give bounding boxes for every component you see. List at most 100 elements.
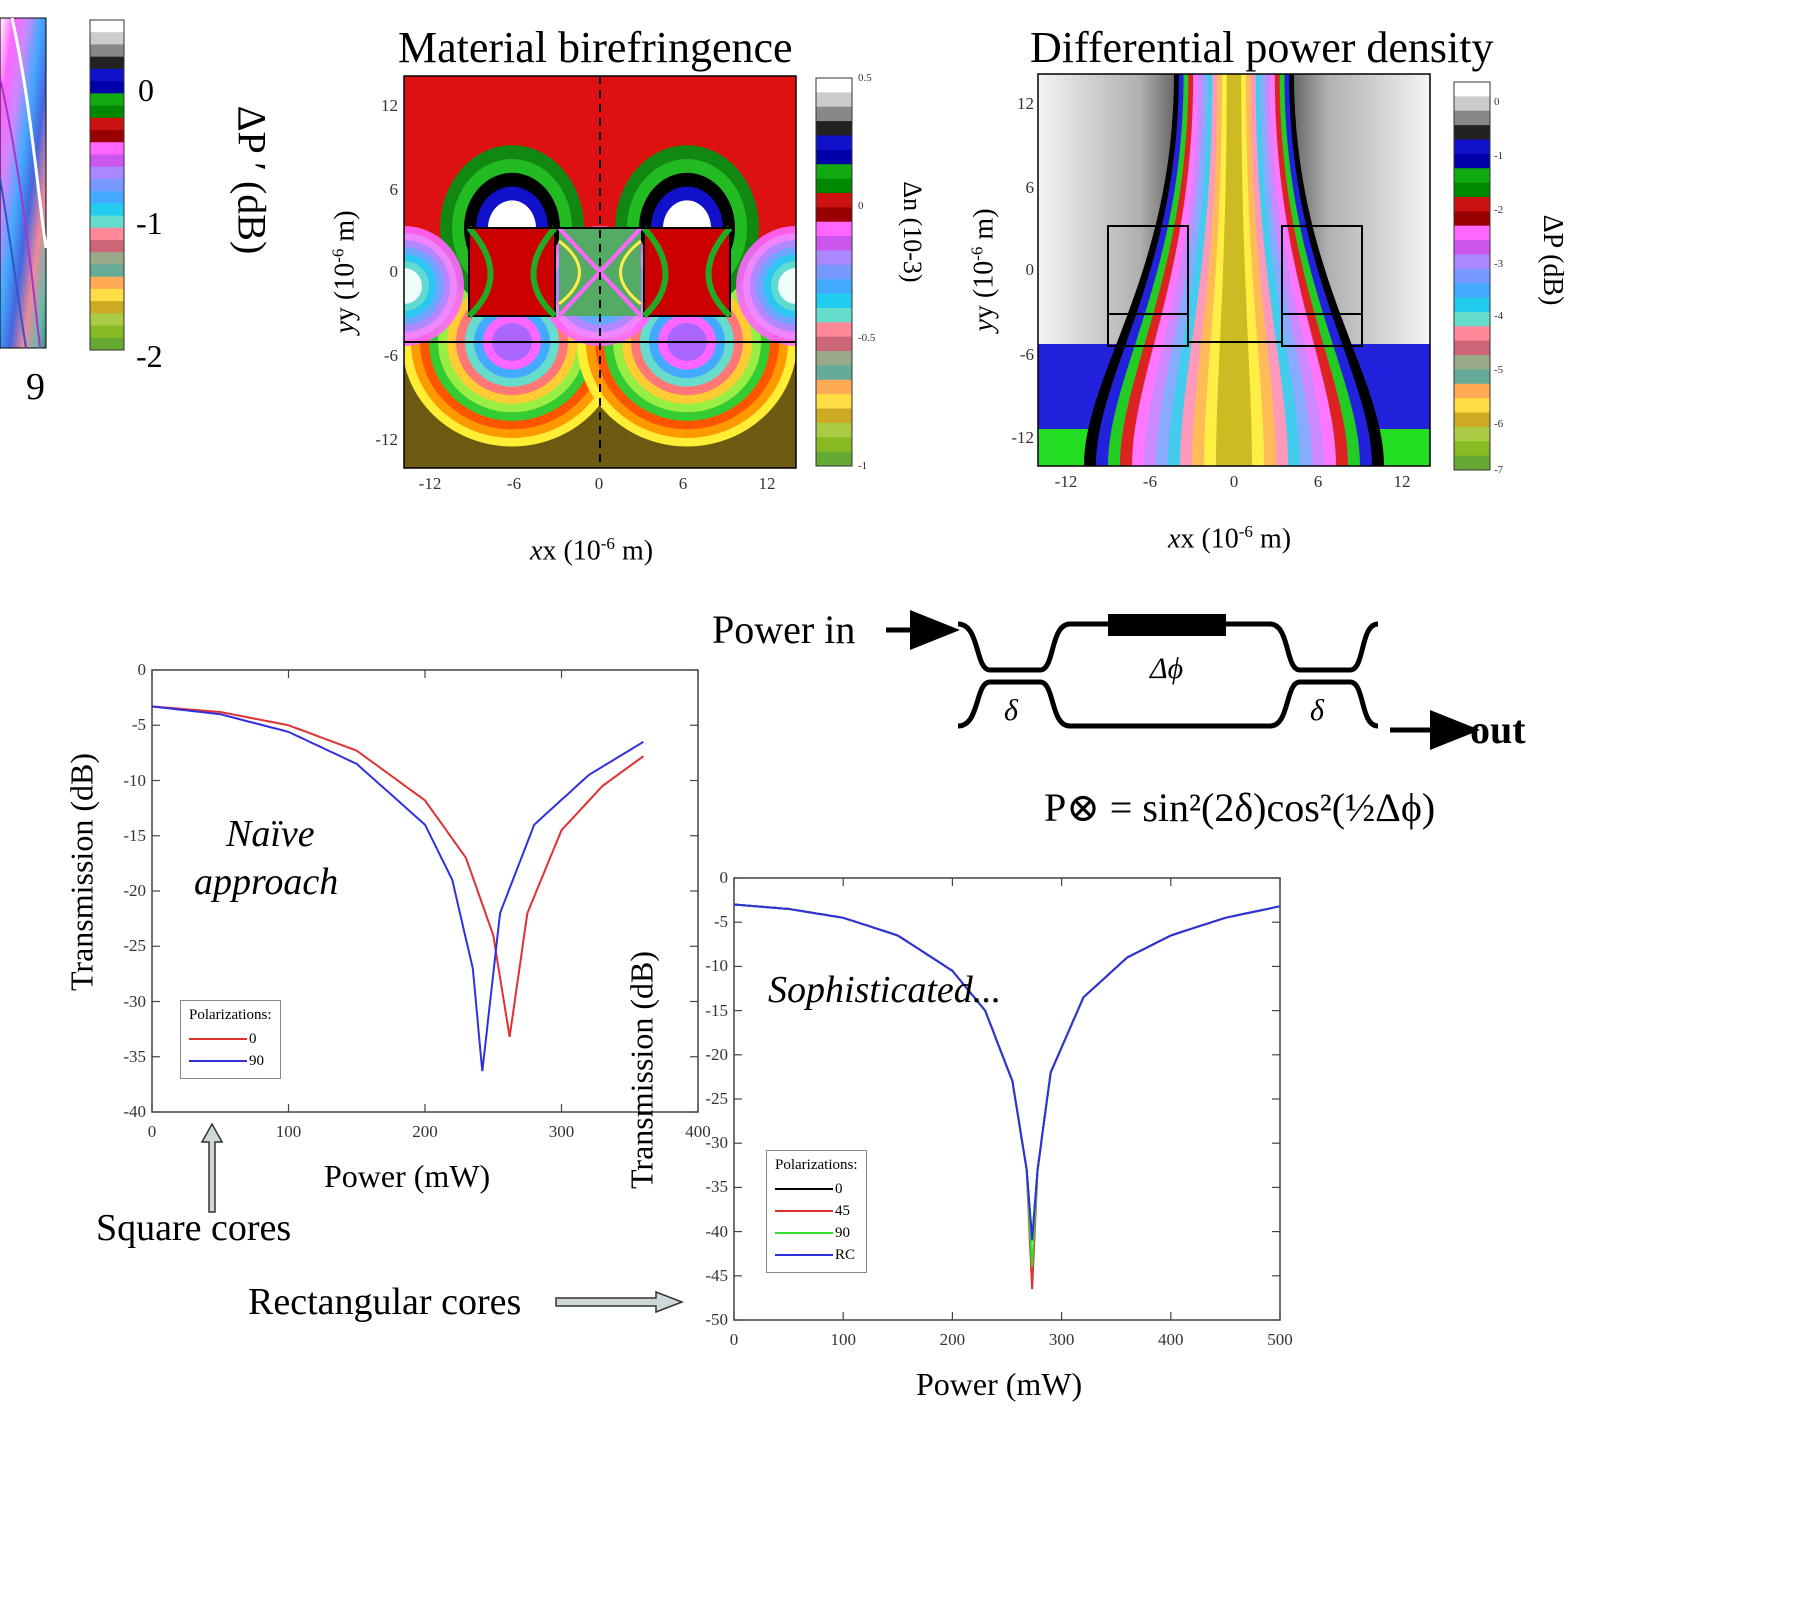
power-xtick: 6 [1313,472,1323,491]
colorbar-frame [815,77,853,467]
legend-label: 0 [249,1030,257,1047]
colorbar-band [90,252,124,265]
y-tick-label: -5 [131,715,146,735]
power-xtick: -12 [1054,472,1078,491]
power-xtick: 12 [1393,472,1411,491]
colorbar-band [816,293,852,309]
power-ytick: -6 [1019,345,1034,364]
birefringence-xlabel: xx (10-6 m) [530,534,654,567]
power-in-label: Power in [712,607,856,652]
power-ylabel: yy (10-6 m) [967,208,1000,332]
colorbar-band [90,264,124,278]
colorbar-band [90,227,124,241]
x-tick-label: 0 [729,1330,739,1349]
colorbar-band [816,192,852,208]
colorbar-band [816,236,852,251]
interferometer-diagram [886,610,1480,750]
partial-heatmap [0,17,48,349]
colorbar-band [90,313,124,327]
colorbar-band [816,135,852,151]
birefringence-xtick: -6 [506,474,522,493]
legend-item: 0 [775,1178,858,1200]
colorbar-band [1454,125,1490,140]
birefringence-colorbar [815,77,853,467]
cb-tick: -3 [1494,258,1504,270]
colorbar-band [816,264,852,280]
power-density-title: Differential power density [1030,23,1494,72]
y-tick-label: -30 [123,991,146,1011]
xlabel-exp: -6 [1238,522,1253,541]
colorbar-band [1454,455,1490,471]
delta-phi-label: Δϕ [1150,652,1184,685]
colorbar-band [816,451,852,467]
contour-band [404,268,422,304]
x-tick-label: 100 [830,1330,856,1349]
ylabel-exp: -6 [328,248,348,263]
colorbar-band [90,240,124,253]
legend-item: 90 [775,1222,858,1244]
rectangular-cores-arrow-icon [555,1290,685,1314]
y-tick-label: -40 [123,1102,146,1121]
colorbar-band [1454,441,1490,457]
partial-colorbar-label: ΔP ′ (dB) [229,105,275,255]
birefringence-xtick: 12 [758,474,776,493]
colorbar-band [816,351,852,366]
power-ytick: 12 [1017,94,1034,113]
rectangular-cores-label: Rectangular cores [248,1281,522,1323]
colorbar-band [90,32,124,45]
legend-item: 45 [775,1200,858,1222]
x-tick-label: 100 [275,1122,302,1141]
xlabel-end: m) [614,535,654,567]
birefringence-ytick: 0 [389,262,399,281]
xlabel-end: m) [1252,523,1292,555]
square-cores-label: Square cores [96,1207,292,1249]
legend-swatch-red [775,1210,833,1212]
colorbar-band [816,221,852,237]
colorbar-band [1454,153,1490,169]
x-tick-label: 200 [939,1330,966,1349]
partial-colorbar-tick-0: 0 [138,72,154,108]
colorbar-band [90,81,124,94]
sophisticated-annotation: Sophisticated... [768,969,1002,1011]
colorbar-band [1454,398,1490,414]
power-colorbar-label: ΔP (dB) [1537,214,1568,306]
colorbar-band [90,142,124,155]
ylabel-end: m) [968,208,1000,247]
y-tick-label: -50 [705,1310,728,1329]
cb-tick: 0 [858,200,864,212]
colorbar-band [1454,369,1490,385]
colorbar-band [1454,225,1490,241]
y-tick-label: -25 [123,936,146,956]
cb-tick: -2 [1494,204,1504,216]
colorbar-band [1454,139,1490,155]
colorbar-band [1454,297,1490,313]
colorbar-band [816,365,852,381]
colorbar-band [816,379,852,395]
colorbar-band [90,276,124,290]
colorbar-band [816,92,852,108]
xlabel-exp: -6 [600,534,615,553]
y-tick-label: -5 [713,912,728,932]
out-label: out [1470,707,1526,752]
y-tick-label: -35 [123,1046,146,1066]
colorbar-frame [89,19,125,351]
ylabel-text: y (10 [968,260,1000,320]
x-tick-label: 300 [548,1122,575,1141]
colorbar-band [90,178,124,192]
colorbar-band [1454,355,1490,370]
colorbar-band [90,68,124,82]
birefringence-xtick: 0 [594,474,604,493]
power-ytick: 0 [1025,260,1035,279]
cb-tick: -1 [858,460,868,472]
ylabel-end: m) [329,210,361,249]
colorbar-band [816,279,852,295]
birefringence-colorbar-label: Δn (10-3) [898,181,927,283]
colorbar-band [90,301,124,314]
naive-annotation-1: Naïve [226,813,315,855]
legend-swatch-blue [775,1254,833,1256]
y-tick-label: -45 [705,1265,728,1285]
series-line-90 [151,705,644,1072]
legend-swatch-red [189,1038,247,1040]
legend-label: 0 [835,1180,843,1197]
colorbar-band [90,105,124,119]
